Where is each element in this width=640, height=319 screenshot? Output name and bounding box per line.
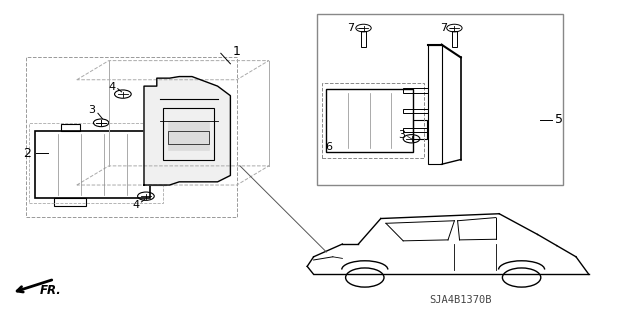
Bar [403,109,428,113]
Text: 7: 7 [440,23,447,33]
Text: 2: 2 [24,147,31,160]
Text: 4: 4 [108,82,116,92]
Bar [26,57,237,217]
Polygon shape [144,77,230,185]
Text: 4: 4 [132,200,140,210]
Bar [61,124,80,131]
Bar [54,198,86,206]
Text: 3: 3 [399,130,405,140]
Bar [413,120,427,139]
Text: 3: 3 [88,105,95,115]
Bar [29,123,163,203]
Text: 5: 5 [555,113,563,126]
Bar [168,121,209,150]
Bar [403,88,428,93]
Bar [163,108,214,160]
Bar [35,131,150,198]
Bar [150,163,166,185]
Bar [322,83,424,158]
Bar [428,45,442,164]
Text: 6: 6 [325,142,332,152]
Text: SJA4B1370B: SJA4B1370B [429,295,492,305]
Bar [403,128,428,132]
Text: FR.: FR. [40,285,61,297]
Bar [317,14,563,185]
Bar [152,167,164,180]
Bar [326,89,413,152]
Bar [452,31,457,47]
Text: 7: 7 [347,23,355,33]
Text: 1: 1 [233,45,241,57]
Bar [361,31,366,47]
Bar [168,131,209,144]
